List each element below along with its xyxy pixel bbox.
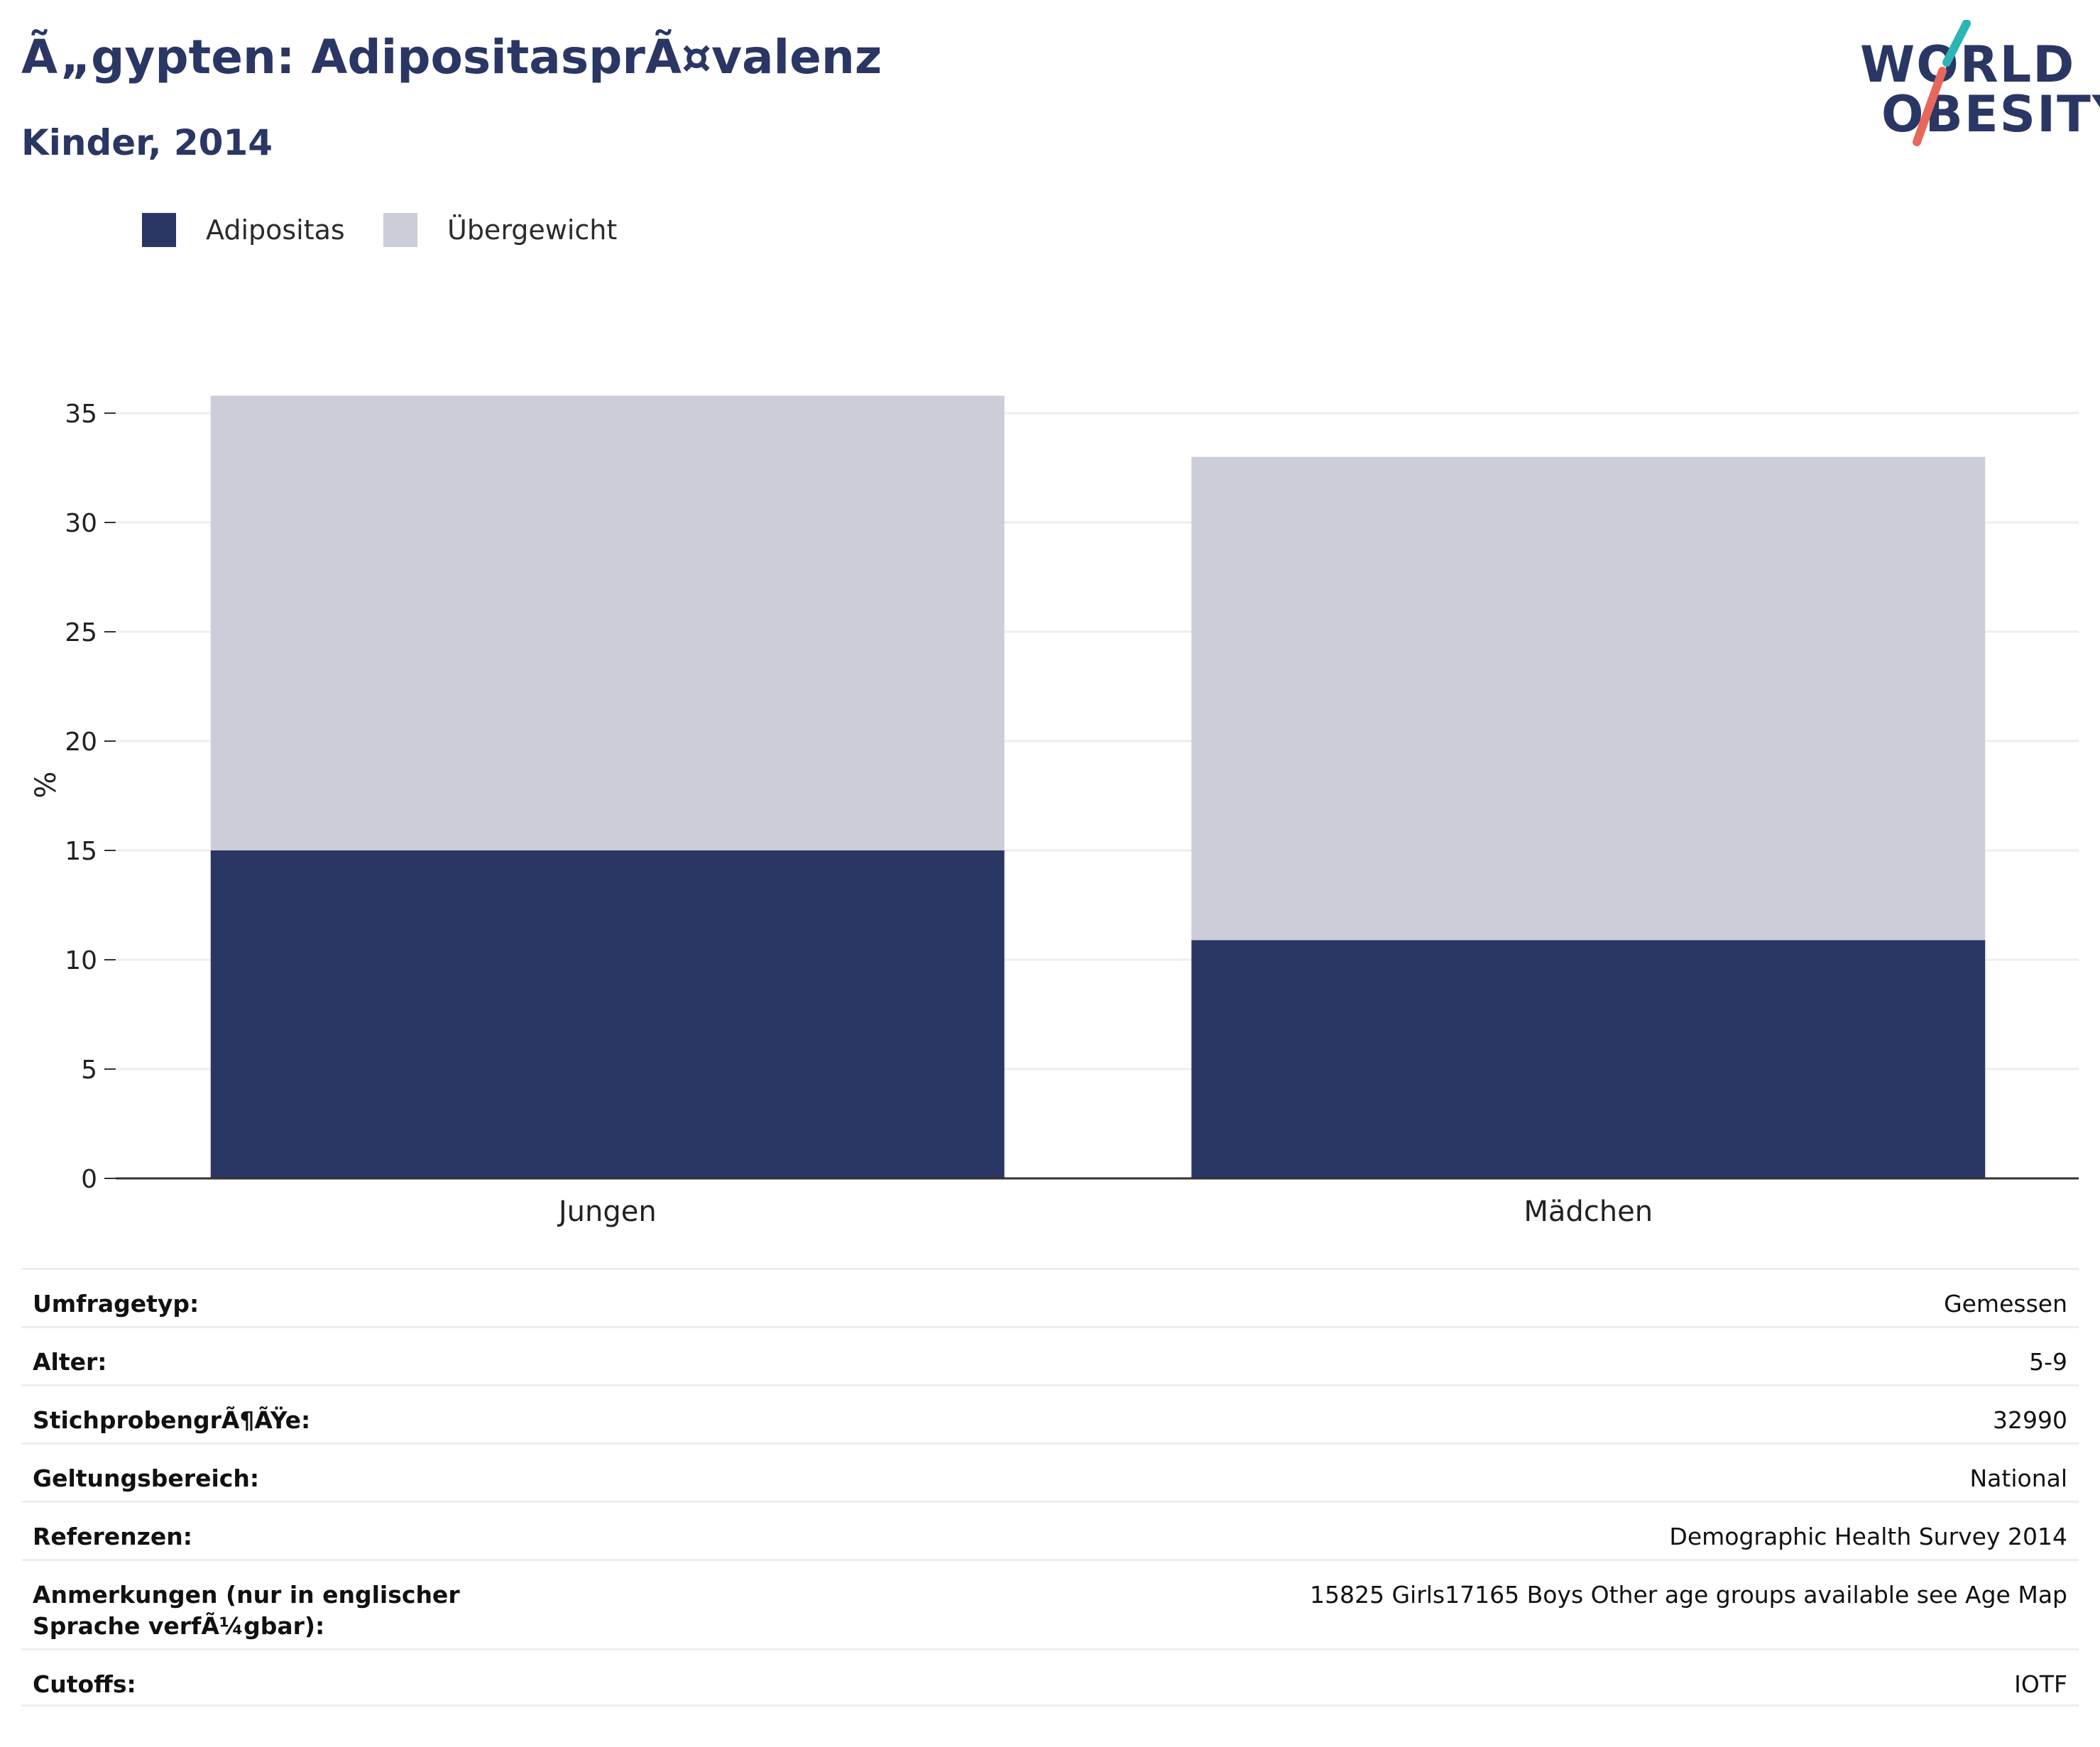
y-tick-label: 10 bbox=[65, 946, 97, 975]
details-label: Cutoffs: bbox=[33, 1670, 136, 1698]
details-value: Demographic Health Survey 2014 bbox=[1669, 1523, 2067, 1550]
page-title: Ã„gypten: AdipositasprÃ¤valenz bbox=[21, 30, 882, 84]
details-row: Referenzen: Demographic Health Survey 201… bbox=[21, 1501, 2079, 1559]
details-value: 32990 bbox=[1993, 1406, 2067, 1434]
legend-label-uebergewicht: Übergewicht bbox=[447, 214, 618, 246]
details-value: National bbox=[1969, 1464, 2067, 1492]
y-tick-label: 20 bbox=[65, 728, 97, 757]
details-row: Geltungsbereich: National bbox=[21, 1442, 2079, 1501]
details-label: StichprobengrÃ¶ÃŸe: bbox=[33, 1406, 311, 1434]
y-tick-label: 0 bbox=[81, 1165, 97, 1194]
details-label: Anmerkungen (nur in englischer Sprache v… bbox=[33, 1581, 469, 1640]
details-value: Gemessen bbox=[1944, 1290, 2067, 1318]
x-tick-label: Mädchen bbox=[1524, 1195, 1653, 1228]
details-value: IOTF bbox=[2014, 1670, 2067, 1698]
details-value: 15825 Girls17165 Boys Other age groups a… bbox=[1309, 1581, 2067, 1609]
details-label: Alter: bbox=[33, 1348, 107, 1376]
details-label: Geltungsbereich: bbox=[33, 1464, 260, 1492]
y-axis-label: % bbox=[30, 772, 62, 799]
details-value: 5-9 bbox=[2029, 1348, 2067, 1376]
bar-uebergewicht-0[interactable] bbox=[210, 395, 1005, 850]
legend-label-adipositas: Adipositas bbox=[206, 214, 345, 246]
details-table: Umfragetyp: Gemessen Alter: 5-9 Stichprobeng… bbox=[21, 1268, 2079, 1707]
logo-word-world: WORLD bbox=[1860, 35, 2076, 94]
details-row: Umfragetyp: Gemessen bbox=[21, 1268, 2079, 1326]
details-row: Anmerkungen (nur in englischer Sprache v… bbox=[21, 1559, 2079, 1648]
y-tick-label: 25 bbox=[65, 618, 97, 647]
details-row: Alter: 5-9 bbox=[21, 1326, 2079, 1384]
details-row: StichprobengrÃ¶ÃŸe: 32990 bbox=[21, 1384, 2079, 1442]
axes: 0 5 10 15 20 25 30 35 Jungen Mädchen% bbox=[30, 400, 2079, 1228]
details-label: Referenzen: bbox=[33, 1523, 192, 1550]
bar-uebergewicht-1[interactable] bbox=[1191, 456, 1986, 941]
legend-swatch-adipositas bbox=[142, 213, 176, 247]
y-tick-label: 5 bbox=[81, 1056, 97, 1085]
details-label: Umfragetyp: bbox=[33, 1290, 199, 1318]
x-tick-label: Jungen bbox=[557, 1195, 657, 1228]
y-tick-label: 35 bbox=[65, 400, 97, 429]
stacked-bar-chart: 0 5 10 15 20 25 30 35 Jungen Mädchen% bbox=[30, 395, 2079, 1228]
page-subtitle: Kinder, 2014 bbox=[21, 122, 273, 163]
bar-adipositas-1[interactable] bbox=[1191, 940, 1986, 1178]
details-row: Cutoffs: IOTF bbox=[21, 1648, 2079, 1707]
world-obesity-logo: WORLD OBESITY bbox=[1846, 20, 2100, 155]
bars bbox=[210, 395, 1986, 1178]
y-tick-label: 15 bbox=[65, 837, 97, 866]
y-tick-label: 30 bbox=[65, 509, 97, 538]
legend-swatch-uebergewicht bbox=[383, 213, 417, 247]
bar-adipositas-0[interactable] bbox=[210, 850, 1005, 1178]
logo-slash-icon bbox=[1913, 20, 1971, 146]
